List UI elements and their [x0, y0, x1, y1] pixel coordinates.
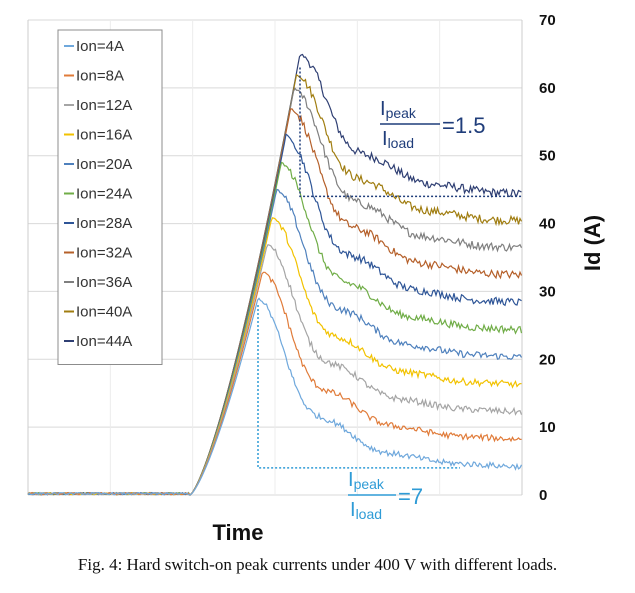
- legend-item-label: Ion=20A: [76, 156, 132, 173]
- y-tick-label: 70: [539, 12, 556, 29]
- legend: Ion=4A Ion=8A Ion=12A Ion=16A Ion=20A Ion=24A…: [57, 29, 163, 365]
- annotations: Ipeak Iload =1.5 Ipeak Iload =7: [348, 98, 485, 522]
- y-tick-label: 30: [539, 283, 556, 300]
- ratio-numerator: Ipeak: [380, 98, 417, 121]
- legend-item-label: Ion=8A: [76, 68, 124, 85]
- legend-item-label: Ion=4A: [76, 38, 124, 55]
- ratio-numerator-sub: peak: [386, 105, 417, 121]
- annotation-guides: [257, 67, 522, 469]
- y-tick-label: 60: [539, 80, 556, 97]
- guide-peak-44: [299, 67, 522, 198]
- ratio-numerator: Ipeak: [348, 469, 385, 492]
- ratio-numerator-sub: peak: [354, 476, 385, 492]
- x-axis-title: Time: [213, 520, 264, 545]
- y-tick-label: 0: [539, 487, 547, 504]
- annotation-ratio: Ipeak Iload =7: [348, 469, 423, 522]
- series-lines: [27, 53, 523, 496]
- legend-item-label: Ion=12A: [76, 97, 132, 114]
- y-tick-label: 50: [539, 148, 556, 165]
- ratio-denominator-sub: load: [356, 506, 382, 522]
- legend-item-label: Ion=28A: [76, 215, 132, 232]
- series-line: [27, 297, 523, 496]
- figure-caption: Fig. 4: Hard switch-on peak currents und…: [77, 555, 558, 574]
- legend-item-label: Ion=32A: [76, 245, 132, 262]
- ratio-denominator: Iload: [382, 128, 414, 151]
- legend-item-label: Ion=44A: [76, 333, 132, 350]
- series-line: [27, 271, 522, 496]
- y-axis-title: Id (A): [580, 215, 605, 271]
- ratio-denominator: Iload: [350, 499, 382, 522]
- ratio-denominator-sub: load: [388, 135, 414, 151]
- y-tick-label: 10: [539, 419, 556, 436]
- annotation-ratio: Ipeak Iload =1.5: [380, 98, 485, 151]
- y-tick-labels: 0 10 20 30 40 50 60 70: [539, 12, 556, 504]
- legend-item-label: Ion=40A: [76, 304, 132, 321]
- legend-item-label: Ion=16A: [76, 127, 132, 144]
- ratio-value: =7: [398, 484, 423, 509]
- ratio-value: =1.5: [442, 113, 485, 138]
- y-tick-label: 40: [539, 216, 556, 233]
- y-tick-label: 20: [539, 351, 556, 368]
- guide-peak-4: [257, 305, 460, 469]
- legend-box: [57, 29, 163, 365]
- legend-item-label: Ion=24A: [76, 186, 132, 203]
- legend-item-label: Ion=36A: [76, 274, 132, 291]
